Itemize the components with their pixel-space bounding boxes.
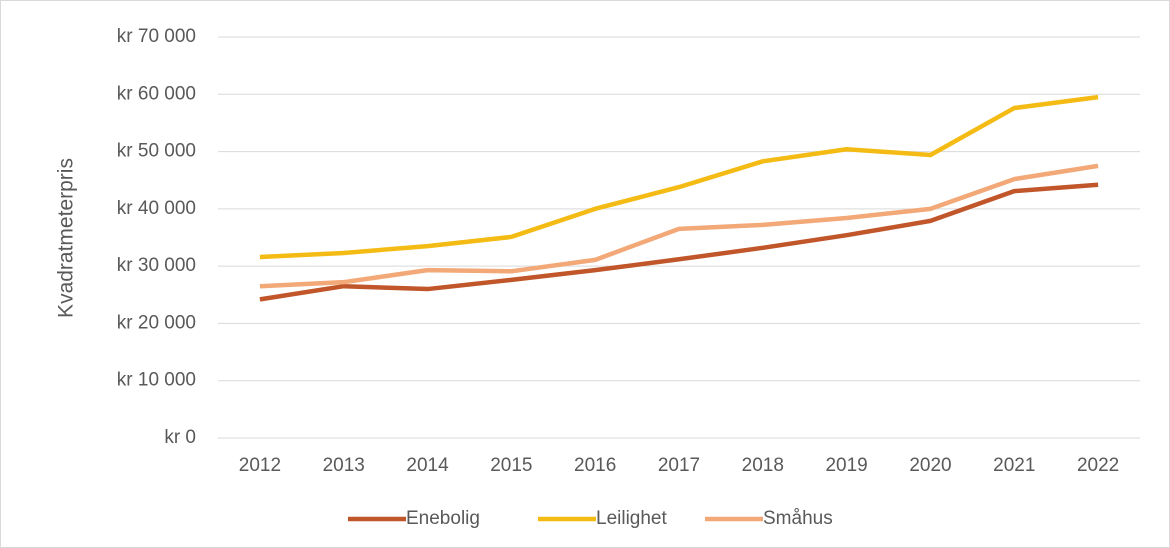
y-tick-label: kr 50 000 <box>117 141 196 162</box>
y-tick-label: kr 70 000 <box>117 26 196 47</box>
y-tick-label: kr 60 000 <box>117 83 196 104</box>
y-tick-label: kr 30 000 <box>117 255 196 276</box>
y-tick-label: kr 40 000 <box>117 198 196 219</box>
legend-label: Enebolig <box>406 508 480 529</box>
x-tick-label: 2017 <box>658 455 700 476</box>
series-line <box>259 163 1099 289</box>
series-line <box>259 94 1099 260</box>
y-tick-label: kr 10 000 <box>117 370 196 391</box>
legend-label: Småhus <box>763 508 833 529</box>
y-tick-label: kr 0 <box>164 427 196 448</box>
y-tick-label: kr 20 000 <box>117 312 196 333</box>
x-tick-label: 2015 <box>490 455 532 476</box>
x-tick-label: 2019 <box>825 455 867 476</box>
x-tick-label: 2016 <box>574 455 616 476</box>
x-tick-label: 2013 <box>323 455 365 476</box>
x-tick-label: 2020 <box>909 455 951 476</box>
series-line <box>259 182 1099 302</box>
x-tick-label: 2012 <box>239 455 281 476</box>
x-tick-label: 2014 <box>406 455 449 476</box>
x-tick-label: 2022 <box>1077 455 1119 476</box>
x-tick-label: 2021 <box>993 455 1035 476</box>
y-axis-title: Kvadratmeterpris <box>55 158 78 318</box>
legend-label: Leilighet <box>596 508 667 529</box>
x-tick-label: 2018 <box>742 455 784 476</box>
